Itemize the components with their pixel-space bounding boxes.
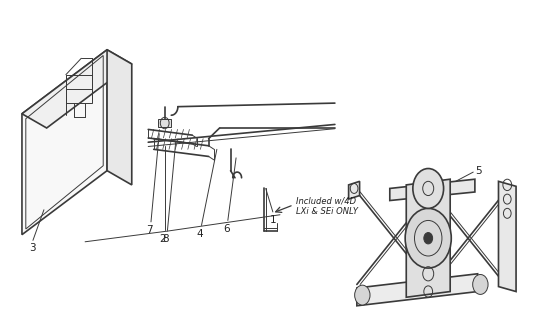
- Text: 4: 4: [197, 229, 203, 239]
- Bar: [66, 75, 92, 103]
- Polygon shape: [22, 50, 107, 235]
- Polygon shape: [349, 181, 360, 199]
- Text: 5: 5: [475, 166, 481, 176]
- Text: 3: 3: [30, 243, 36, 253]
- Polygon shape: [357, 274, 478, 306]
- Polygon shape: [390, 179, 475, 201]
- Bar: [158, 119, 171, 127]
- Polygon shape: [498, 181, 516, 292]
- Text: 6: 6: [223, 224, 229, 234]
- Polygon shape: [22, 50, 132, 128]
- Text: Included w/4D
LXi & SEi ONLY: Included w/4D LXi & SEi ONLY: [296, 196, 358, 216]
- Polygon shape: [406, 179, 450, 297]
- Text: 2: 2: [160, 234, 166, 244]
- Circle shape: [405, 208, 451, 268]
- Circle shape: [355, 285, 370, 305]
- Circle shape: [413, 169, 444, 208]
- Circle shape: [424, 233, 433, 244]
- Circle shape: [473, 275, 488, 294]
- Text: 7: 7: [146, 225, 153, 236]
- Text: 8: 8: [163, 234, 169, 244]
- Text: 1: 1: [270, 215, 276, 226]
- Polygon shape: [107, 50, 132, 185]
